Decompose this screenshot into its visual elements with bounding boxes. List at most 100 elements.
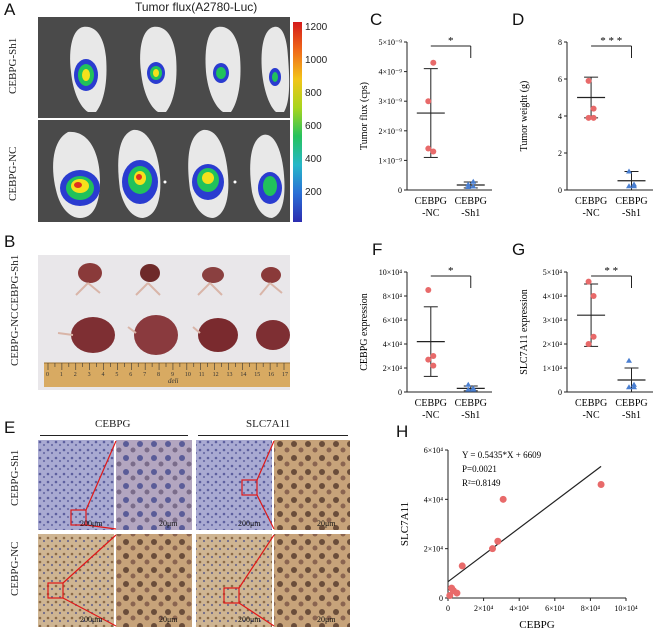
data-point-sh1	[470, 178, 477, 184]
data-point-sh1	[631, 384, 637, 390]
y-tick-label: 6×10⁴	[383, 316, 403, 325]
data-point-nc	[430, 353, 437, 359]
panel-b-row-label-nc: CEBPG-NC	[9, 311, 21, 366]
x-category-label: CEBPG	[615, 196, 647, 207]
scalebar-label: 20μm	[317, 615, 336, 624]
ruler-numbers: 0 1 2 3 4 5 6 7 8 9 10 11 12 13 14 15 16 17	[46, 372, 288, 378]
x-category-label: CEBPG	[455, 196, 487, 207]
ruler-number: 6	[129, 372, 132, 378]
x-category-label: CEBPG	[415, 398, 447, 409]
colorbar-tick: 800	[305, 88, 322, 99]
regression-line	[447, 465, 602, 583]
y-tick-label: 4	[558, 112, 562, 121]
x-tick-label: 2×10⁴	[474, 604, 494, 613]
panel-a-row-label-nc: CEBPG-NC	[7, 146, 19, 201]
scalebar-label: 20μm	[317, 519, 336, 528]
data-point	[448, 584, 456, 592]
regression-annotation: P=0.0021	[462, 464, 497, 474]
y-tick-label: 2×10⁴	[424, 545, 444, 554]
tumors-sh1	[75, 263, 283, 296]
y-tick-label: 0	[558, 186, 562, 195]
ruler-number: 11	[199, 372, 205, 378]
panel-letter-b: B	[4, 232, 16, 251]
panel-letter-g: G	[512, 240, 526, 259]
panel-letter-f: F	[372, 240, 383, 259]
y-axis-label: SLC7A11	[399, 502, 411, 546]
y-tick-label: 2×10⁻⁹	[378, 127, 402, 136]
x-category-label: -NC	[582, 208, 600, 219]
y-tick-label: 0	[398, 388, 402, 397]
data-point-nc	[430, 59, 437, 66]
data-point-nc	[425, 145, 432, 152]
data-point-nc	[590, 114, 597, 121]
data-point-nc	[425, 287, 432, 293]
data-point	[499, 495, 507, 503]
significance-marker: *	[448, 265, 454, 277]
data-point-nc	[585, 278, 592, 285]
y-tick-label: 5×10⁴	[543, 268, 563, 277]
y-tick-label: 1×10⁴	[543, 364, 563, 373]
ruler-number: 0	[46, 372, 49, 378]
y-tick-label: 3×10⁴	[543, 316, 563, 325]
ruler-number: 13	[226, 372, 232, 378]
data-point-sh1	[470, 386, 477, 392]
data-point-sh1	[626, 357, 632, 363]
panel-b-row-label-sh1: CEBPG-Sh1	[9, 254, 21, 311]
y-axis-label: CEBPG expression	[359, 293, 370, 371]
x-category-label: CEBPG	[455, 398, 487, 409]
data-point-sh1	[470, 183, 477, 189]
chart-c-tumor-flux: 0 1×10⁻⁹ 2×10⁻⁹ 3×10⁻⁹ 4×10⁻⁹ 5×10⁻⁹ Tumor flu…	[359, 35, 492, 219]
x-tick-label: 8×10⁴	[581, 604, 601, 613]
x-category-label: -NC	[422, 410, 440, 421]
panel-e-header-cebpg: CEBPG	[95, 418, 131, 430]
x-tick-label: 6×10⁴	[545, 604, 565, 613]
data-point-nc	[430, 362, 437, 369]
y-axis-label: SLC7A11 expression	[519, 289, 530, 374]
chart-h-correlation: 0 2×10⁴ 4×10⁴ 6×10⁴ 8×10⁴ 10×10⁴ 0 2×10⁴ 4×10⁴ 6×…	[399, 446, 638, 630]
ruler-number: 9	[171, 372, 174, 378]
scalebar-label: 20μm	[159, 519, 178, 528]
bioluminescence-image-nc	[38, 120, 290, 222]
y-tick-label: 8	[558, 38, 562, 47]
ruler-number: 14	[240, 372, 246, 378]
significance-marker: * * *	[600, 35, 622, 47]
ruler-number: 3	[88, 372, 91, 378]
data-point-sh1	[626, 183, 632, 189]
ruler-number: 7	[143, 372, 146, 378]
ruler-number: 5	[115, 372, 118, 378]
panel-letter-c: C	[370, 10, 383, 29]
x-category-label: -Sh1	[461, 208, 480, 219]
y-tick-label: 2×10⁴	[383, 364, 403, 373]
data-point-nc	[590, 293, 597, 299]
y-tick-label: 3×10⁻⁹	[378, 97, 402, 106]
y-tick-label: 5×10⁻⁹	[378, 38, 402, 47]
x-category-label: -Sh1	[622, 410, 641, 421]
data-point-nc	[585, 114, 592, 121]
ihc-images: 200μm 20μm 200μm 20μm 200μm 20μm 200μm 2…	[38, 440, 350, 627]
y-tick-label: 6	[558, 75, 562, 84]
y-tick-label: 4×10⁴	[543, 292, 563, 301]
x-axis-label: CEBPG	[519, 619, 555, 630]
y-tick-label: 6×10⁴	[424, 446, 444, 455]
colorbar	[293, 22, 302, 222]
tumors-nc	[57, 315, 290, 355]
ruler-number: 10	[185, 372, 191, 378]
significance-marker: * *	[604, 265, 618, 277]
data-point-nc	[425, 356, 432, 363]
bioluminescence-image-sh1	[38, 17, 290, 118]
scalebar-label: 200μm	[238, 519, 261, 528]
data-point-sh1	[631, 183, 637, 189]
data-point-sh1	[465, 381, 472, 387]
x-tick-label: 4×10⁴	[510, 604, 530, 613]
x-tick-label: 10×10⁴	[614, 604, 638, 613]
scalebar-label: 20μm	[159, 615, 178, 624]
x-category-label: CEBPG	[415, 196, 447, 207]
y-tick-label: 0	[398, 186, 402, 195]
data-point	[446, 592, 454, 600]
ruler-number: 2	[74, 372, 77, 378]
ruler-number: 4	[102, 372, 105, 378]
colorbar-tick: 1000	[305, 55, 328, 66]
y-axis-label: Tumor flux (cps)	[359, 82, 370, 150]
ruler-number: 12	[213, 372, 219, 378]
